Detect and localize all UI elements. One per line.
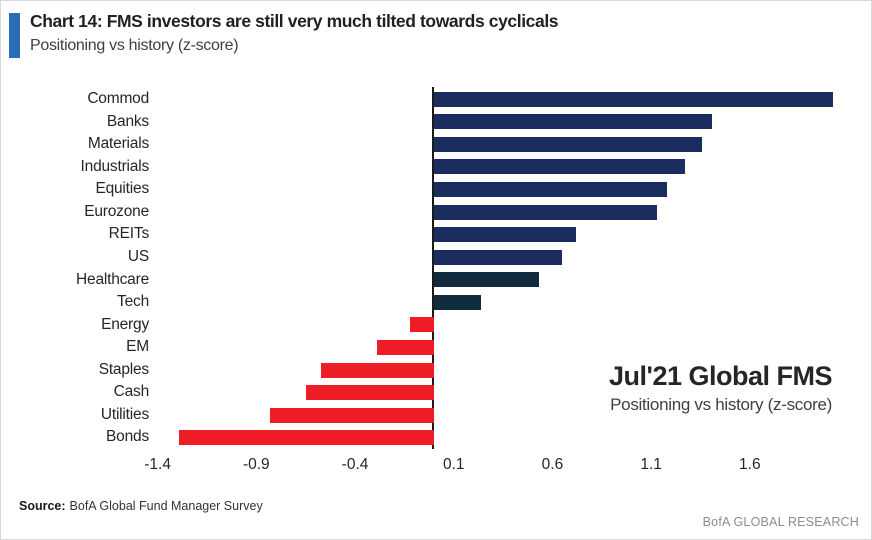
bar-staples bbox=[321, 362, 434, 378]
x-tick-label: 1.6 bbox=[739, 456, 761, 473]
bar-bonds bbox=[179, 430, 434, 446]
category-label-tech: Tech bbox=[117, 293, 149, 311]
x-tick-label: -1.4 bbox=[144, 456, 171, 473]
chart-annotation: Jul'21 Global FMS Positioning vs history… bbox=[609, 361, 832, 415]
annotation-subtitle: Positioning vs history (z-score) bbox=[610, 395, 832, 414]
category-label-equities: Equities bbox=[95, 180, 149, 198]
category-label-utilities: Utilities bbox=[100, 405, 149, 423]
category-label-cash: Cash bbox=[113, 383, 150, 401]
zero-axis-line bbox=[432, 87, 434, 449]
category-label-industrials: Industrials bbox=[80, 157, 150, 175]
source-text: BofA Global Fund Manager Survey bbox=[69, 499, 263, 513]
annotation-title: Jul'21 Global FMS bbox=[609, 361, 832, 391]
category-label-staples: Staples bbox=[98, 360, 150, 378]
bar-eurozone bbox=[434, 204, 658, 220]
bar-banks bbox=[434, 114, 713, 130]
category-label-reits: REITs bbox=[108, 225, 150, 243]
bar-us bbox=[434, 249, 563, 265]
brand-research-label: BofA GLOBAL RESEARCH bbox=[702, 515, 859, 529]
category-label-bonds: Bonds bbox=[106, 428, 149, 446]
x-tick-label: -0.9 bbox=[242, 456, 270, 473]
category-label-healthcare: Healthcare bbox=[76, 270, 149, 288]
category-label-us: US bbox=[127, 247, 149, 265]
source-label: Source: bbox=[19, 499, 66, 513]
x-tick-label: 0.6 bbox=[541, 456, 564, 473]
bar-energy bbox=[410, 317, 434, 333]
bar-tech bbox=[434, 294, 482, 310]
bar-equities bbox=[434, 182, 667, 198]
category-label-eurozone: Eurozone bbox=[84, 202, 149, 220]
chart-title: Chart 14: FMS investors are still very m… bbox=[30, 11, 559, 31]
bar-cash bbox=[305, 385, 434, 401]
x-tick-label: 0.1 bbox=[442, 456, 465, 473]
category-label-energy: Energy bbox=[101, 315, 149, 333]
bar-healthcare bbox=[434, 272, 539, 288]
category-label-commod: Commod bbox=[87, 90, 149, 107]
bar-materials bbox=[434, 136, 703, 152]
bar-commod bbox=[434, 91, 833, 107]
bar-utilities bbox=[270, 407, 434, 423]
bar-em bbox=[376, 339, 434, 355]
title-accent-bar bbox=[9, 13, 20, 58]
bar-industrials bbox=[434, 159, 685, 175]
category-label-em: EM bbox=[126, 338, 149, 356]
category-label-banks: Banks bbox=[106, 112, 149, 130]
chart-subtitle: Positioning vs history (z-score) bbox=[30, 37, 239, 54]
category-label-materials: Materials bbox=[87, 135, 149, 153]
x-tick-label: 1.1 bbox=[640, 456, 662, 473]
source-line: Source: BofA Global Fund Manager Survey bbox=[19, 499, 263, 513]
bar-reits bbox=[434, 227, 577, 243]
x-tick-label: -0.4 bbox=[341, 456, 369, 473]
